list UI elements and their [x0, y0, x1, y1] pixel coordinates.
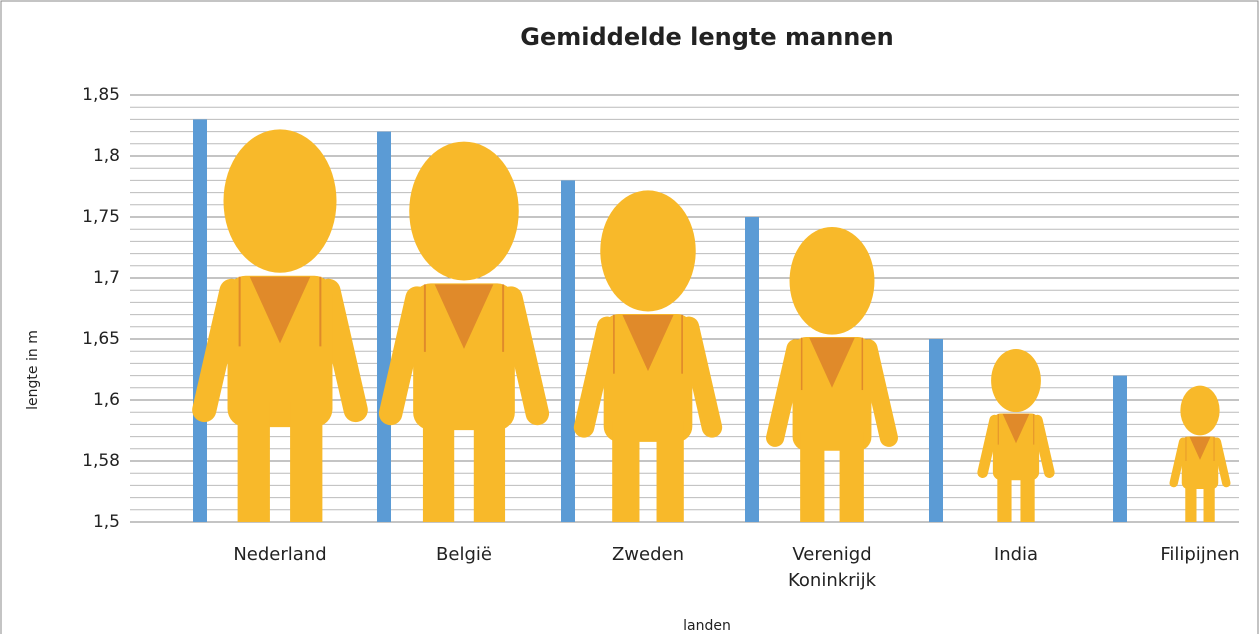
y-tick-label: 1,8 [93, 146, 120, 166]
chart: Gemiddelde lengte mannen lengte in m lan… [0, 0, 1259, 634]
head [790, 227, 875, 335]
bar [377, 132, 391, 522]
bar [193, 119, 207, 522]
chart-title: Gemiddelde lengte mannen [520, 23, 894, 51]
y-tick-label: 1,65 [82, 329, 120, 349]
y-tick-label: 1,7 [93, 268, 120, 288]
head [223, 129, 336, 272]
leg [423, 406, 454, 522]
bar [561, 180, 575, 522]
leg [1185, 480, 1196, 522]
leg [612, 421, 639, 522]
y-axis-title: lengte in m [25, 330, 41, 410]
bar [1113, 376, 1127, 522]
x-tick-label: België [436, 544, 492, 565]
head [1180, 386, 1219, 436]
y-tick-label: 1,75 [82, 207, 120, 227]
leg [238, 402, 270, 522]
y-tick-label: 1,58 [82, 451, 120, 471]
y-tick-label: 1,85 [82, 85, 120, 105]
leg [800, 432, 824, 522]
head [600, 190, 695, 311]
x-tick-label: India [994, 544, 1038, 565]
leg [474, 406, 505, 522]
x-tick-label: Zweden [612, 544, 684, 565]
y-tick-label: 1,6 [93, 390, 120, 410]
bar [929, 339, 943, 522]
leg [840, 432, 864, 522]
head [991, 349, 1041, 412]
leg [1204, 480, 1215, 522]
head [409, 142, 519, 281]
x-tick-label: Filipijnen [1160, 544, 1239, 565]
x-axis-title: landen [683, 618, 731, 634]
leg [657, 421, 684, 522]
bar [745, 217, 759, 522]
x-tick-label: Nederland [233, 544, 326, 565]
leg [290, 402, 322, 522]
y-tick-label: 1,5 [93, 512, 120, 532]
leg [1020, 469, 1034, 522]
leg [997, 469, 1011, 522]
